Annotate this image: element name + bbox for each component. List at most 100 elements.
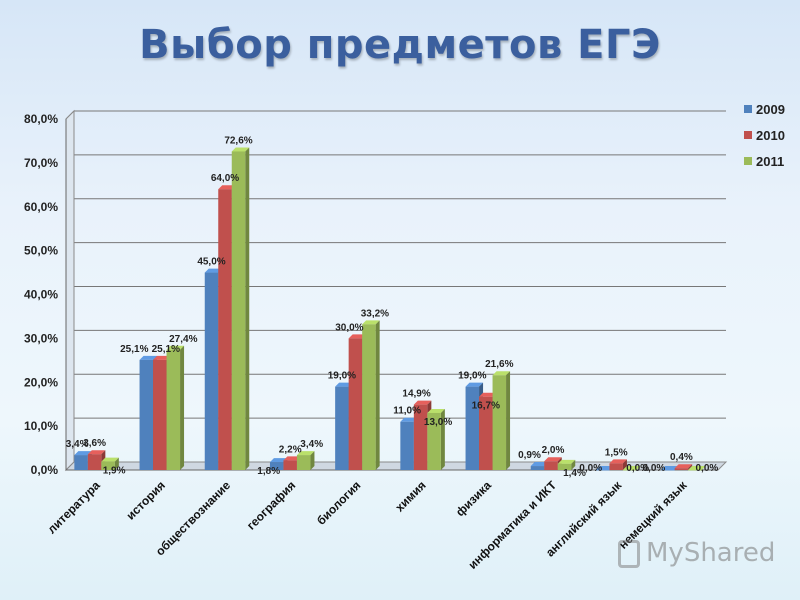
data-label: 0,0% — [696, 463, 719, 474]
bar-top — [530, 462, 549, 467]
data-label: 1,8% — [257, 466, 280, 477]
bar-2010-4 — [348, 338, 363, 470]
side-wall — [65, 109, 75, 472]
data-label: 16,7% — [472, 401, 500, 412]
bar-2009-9 — [661, 470, 675, 471]
bar-2011-0 — [101, 461, 115, 470]
bar-top — [269, 458, 288, 463]
bar-top — [101, 457, 119, 462]
data-label: 72,6% — [224, 135, 252, 146]
bar-top — [231, 147, 250, 152]
presentation-icon — [618, 540, 640, 568]
data-label: 1,9% — [103, 466, 126, 477]
bar-top — [139, 355, 158, 360]
y-tick-label: 50,0% — [24, 244, 58, 258]
bar-top — [204, 268, 223, 273]
bar-2009-4 — [335, 386, 349, 470]
bar-top — [348, 334, 367, 339]
bar-2009-0 — [74, 455, 88, 470]
data-label: 11,0% — [393, 406, 421, 417]
bar-top — [544, 457, 562, 462]
data-label: 19,0% — [458, 371, 486, 382]
legend-label: 2010 — [756, 128, 785, 143]
legend: 2009 2010 2011 — [744, 102, 785, 169]
bar-top — [674, 464, 693, 469]
y-tick-label: 20,0% — [24, 375, 58, 389]
x-tick-label: биология — [314, 478, 363, 527]
bar-2011-1 — [166, 349, 181, 470]
data-label: 3,6% — [83, 438, 106, 449]
bar-2010-8 — [609, 463, 623, 470]
y-tick-label: 80,0% — [24, 112, 58, 126]
legend-label: 2011 — [756, 154, 784, 169]
bar-side — [180, 345, 185, 470]
x-tick-label: химия — [392, 478, 428, 514]
x-tick-label: литература — [45, 478, 103, 536]
data-label: 19,0% — [328, 371, 356, 382]
bar-2010-2 — [218, 189, 232, 470]
bar-top — [465, 382, 484, 387]
data-label: 13,0% — [424, 417, 452, 428]
bar-2010-1 — [153, 359, 167, 470]
bar-2009-6 — [465, 386, 480, 470]
bar-top — [427, 408, 445, 413]
bar-top — [400, 417, 418, 422]
data-label: 2,0% — [542, 445, 565, 456]
bar-side — [440, 408, 445, 470]
bar-2010-0 — [87, 454, 102, 470]
bar-top — [413, 400, 432, 405]
bar-2011-4 — [362, 324, 376, 470]
y-tick-label: 10,0% — [24, 419, 58, 433]
data-label: 45,0% — [197, 257, 225, 268]
bar-2009-8 — [595, 470, 610, 471]
y-tick-label: 70,0% — [24, 156, 58, 170]
bar-2009-7 — [530, 466, 545, 470]
data-label: 0,0% — [626, 463, 649, 474]
bar-top — [296, 451, 315, 456]
x-tick-label: история — [124, 478, 168, 522]
bar-2011-9 — [688, 470, 702, 471]
bar-2009-5 — [400, 421, 414, 470]
data-label: 25,1% — [152, 344, 180, 355]
bar-2009-2 — [204, 272, 219, 470]
y-tick-label: 0,0% — [31, 463, 59, 477]
data-label: 0,0% — [579, 463, 602, 474]
x-tick-label: физика — [453, 478, 494, 519]
bar-top — [622, 466, 641, 470]
legend-swatch — [744, 105, 752, 113]
bar-top — [218, 185, 236, 190]
data-label: 27,4% — [169, 334, 197, 345]
bar-top — [688, 466, 706, 470]
data-label: 3,4% — [300, 439, 323, 450]
data-labels-layer: 3,4%3,6%1,9%25,1% 25,1%27,4%45,0%64,0%72,… — [66, 135, 719, 478]
watermark-text: MyShared — [646, 538, 776, 568]
bar-top — [153, 355, 171, 360]
data-label: 1,5% — [605, 447, 628, 458]
legend-swatch — [744, 157, 752, 165]
bar-top — [595, 466, 614, 470]
bar-2010-3 — [283, 460, 297, 470]
legend-label: 2009 — [756, 102, 785, 117]
bar-2010-9 — [674, 468, 689, 470]
bar-2010-6 — [479, 396, 493, 470]
data-label: 2,2% — [279, 444, 302, 455]
data-label: 0,0% — [643, 463, 666, 474]
bar-2009-1 — [139, 359, 154, 470]
bar-top — [479, 392, 497, 397]
watermark: MyShared — [618, 536, 788, 576]
bar-2009-3 — [269, 462, 284, 470]
bar-side — [622, 459, 627, 470]
data-label: 64,0% — [211, 173, 239, 184]
bar-top — [74, 451, 92, 456]
data-label: 21,6% — [485, 359, 513, 370]
data-label: 1,4% — [563, 468, 586, 479]
data-label: 3,4% — [66, 439, 89, 450]
bar-2011-5 — [427, 412, 441, 470]
bar-top — [557, 459, 576, 464]
bar-2011-6 — [492, 375, 507, 470]
bars-layer — [74, 147, 706, 471]
bar-side — [571, 459, 576, 470]
bar-2011-3 — [296, 455, 311, 470]
data-label: 25,1% — [120, 344, 148, 355]
